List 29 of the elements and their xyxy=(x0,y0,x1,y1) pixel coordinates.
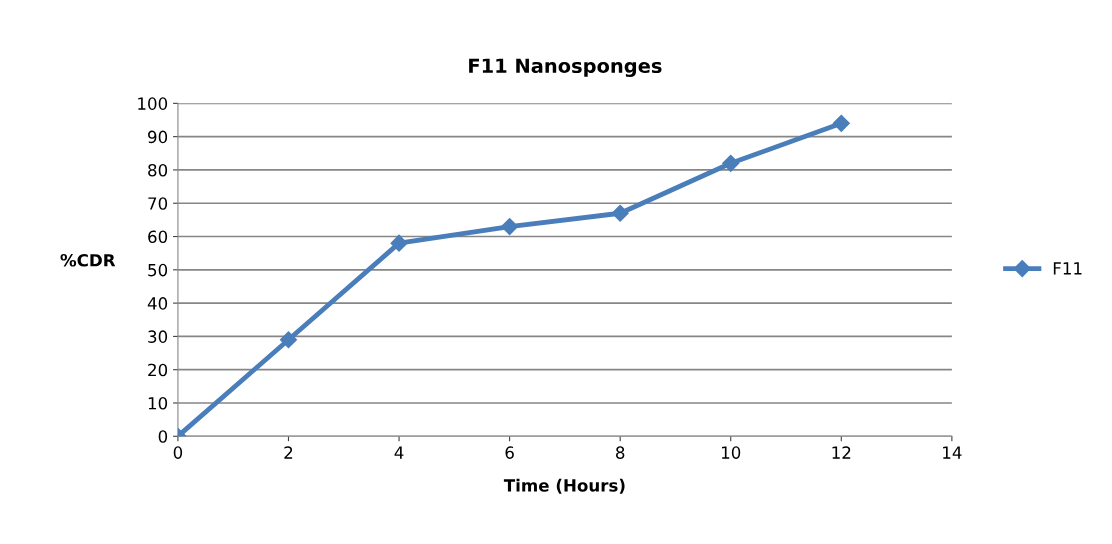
y-tick-label: 10 xyxy=(148,396,168,410)
x-tick-label: 4 xyxy=(394,446,404,459)
x-tick-label: 0 xyxy=(173,446,183,459)
point xyxy=(832,114,850,132)
y-tick-label: 40 xyxy=(147,297,168,310)
y-tick-label: 0 xyxy=(158,430,168,443)
y-tick-label: 60 xyxy=(148,230,168,244)
y-tick-label: 80 xyxy=(148,163,168,177)
point xyxy=(279,331,298,349)
chart-title: F11 Nanosponges xyxy=(469,58,662,77)
y-axis-title: %CDR xyxy=(60,253,116,267)
point xyxy=(390,234,408,252)
x-tick-label: 8 xyxy=(616,446,625,459)
x-tick-label: 2 xyxy=(284,446,293,459)
x-tick-label: 6 xyxy=(505,446,514,459)
y-tick-label: 50 xyxy=(148,263,168,277)
point xyxy=(722,154,740,172)
y-tick-label: 70 xyxy=(148,197,168,210)
x-tick-label: 14 xyxy=(943,446,962,459)
legend-label: F11 xyxy=(1053,262,1082,275)
point xyxy=(611,204,629,222)
y-tick-label: 20 xyxy=(148,363,168,377)
y-tick-label: 100 xyxy=(138,97,168,110)
x-tick-label: 12 xyxy=(832,446,851,459)
y-tick-label: 30 xyxy=(148,330,168,343)
point xyxy=(501,217,519,236)
x-axis-title: Time (Hours) xyxy=(503,478,625,494)
y-tick-label: 90 xyxy=(148,130,168,144)
x-tick-label: 10 xyxy=(721,446,741,459)
